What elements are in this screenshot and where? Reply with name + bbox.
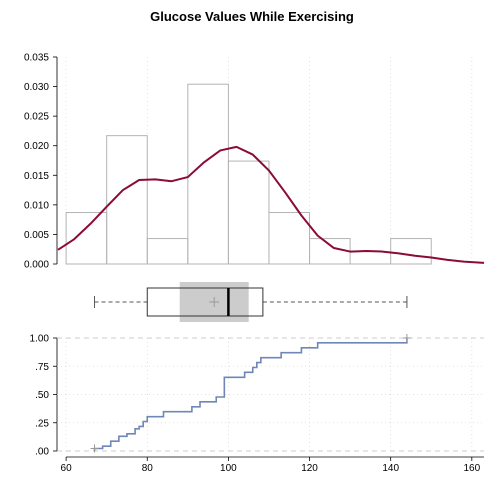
- ecdf-y-tick-label: 1.00: [30, 334, 50, 345]
- x-tick-label: 140: [382, 463, 399, 474]
- histogram-bar: [309, 238, 351, 265]
- boxplot-box: [146, 287, 264, 317]
- ecdf-y-tick-label: .00: [35, 447, 49, 458]
- histogram-panel: 0.000 0.005 0.010 0.015 0.020 0.025 0.030 0.035: [24, 53, 485, 271]
- histogram-bar: [187, 83, 229, 265]
- histogram-bar: [146, 238, 189, 265]
- x-tick-label: 100: [220, 463, 237, 474]
- ecdf-y-tick-label: .25: [35, 418, 49, 429]
- hist-y-tick-label: 0.020: [24, 141, 49, 152]
- x-tick-label: 160: [463, 463, 480, 474]
- hist-y-tick-label: 0.010: [24, 200, 49, 211]
- x-tick-label: 120: [301, 463, 318, 474]
- hist-y-tick-label: 0.005: [24, 230, 49, 241]
- ecdf-panel: .00 .25 .50 .75 1.00: [30, 334, 484, 458]
- x-tick-label: 60: [61, 463, 73, 474]
- histogram-bar: [65, 212, 108, 265]
- density-curve: [57, 145, 485, 264]
- ecdf-y-tick-label: .50: [35, 390, 49, 401]
- x-tick-label: 80: [142, 463, 154, 474]
- x-axis: 60 80 100 120 140 160: [61, 456, 484, 474]
- histogram-bar: [390, 238, 432, 265]
- hist-y-tick-label: 0.030: [24, 82, 49, 93]
- ecdf-y-tick-label: .75: [35, 362, 49, 373]
- hist-y-tick-label: 0.035: [24, 53, 49, 64]
- histogram-bar: [227, 160, 270, 265]
- ecdf-step-line: [93, 338, 408, 451]
- histogram-bar: [268, 212, 311, 265]
- hist-y-tick-label: 0.025: [24, 112, 49, 123]
- hist-y-tick-label: 0.015: [24, 171, 49, 182]
- hist-y-tick-label: 0.000: [24, 260, 49, 271]
- chart-title: Glucose Values While Exercising: [150, 9, 354, 24]
- boxplot-panel: [94, 282, 408, 322]
